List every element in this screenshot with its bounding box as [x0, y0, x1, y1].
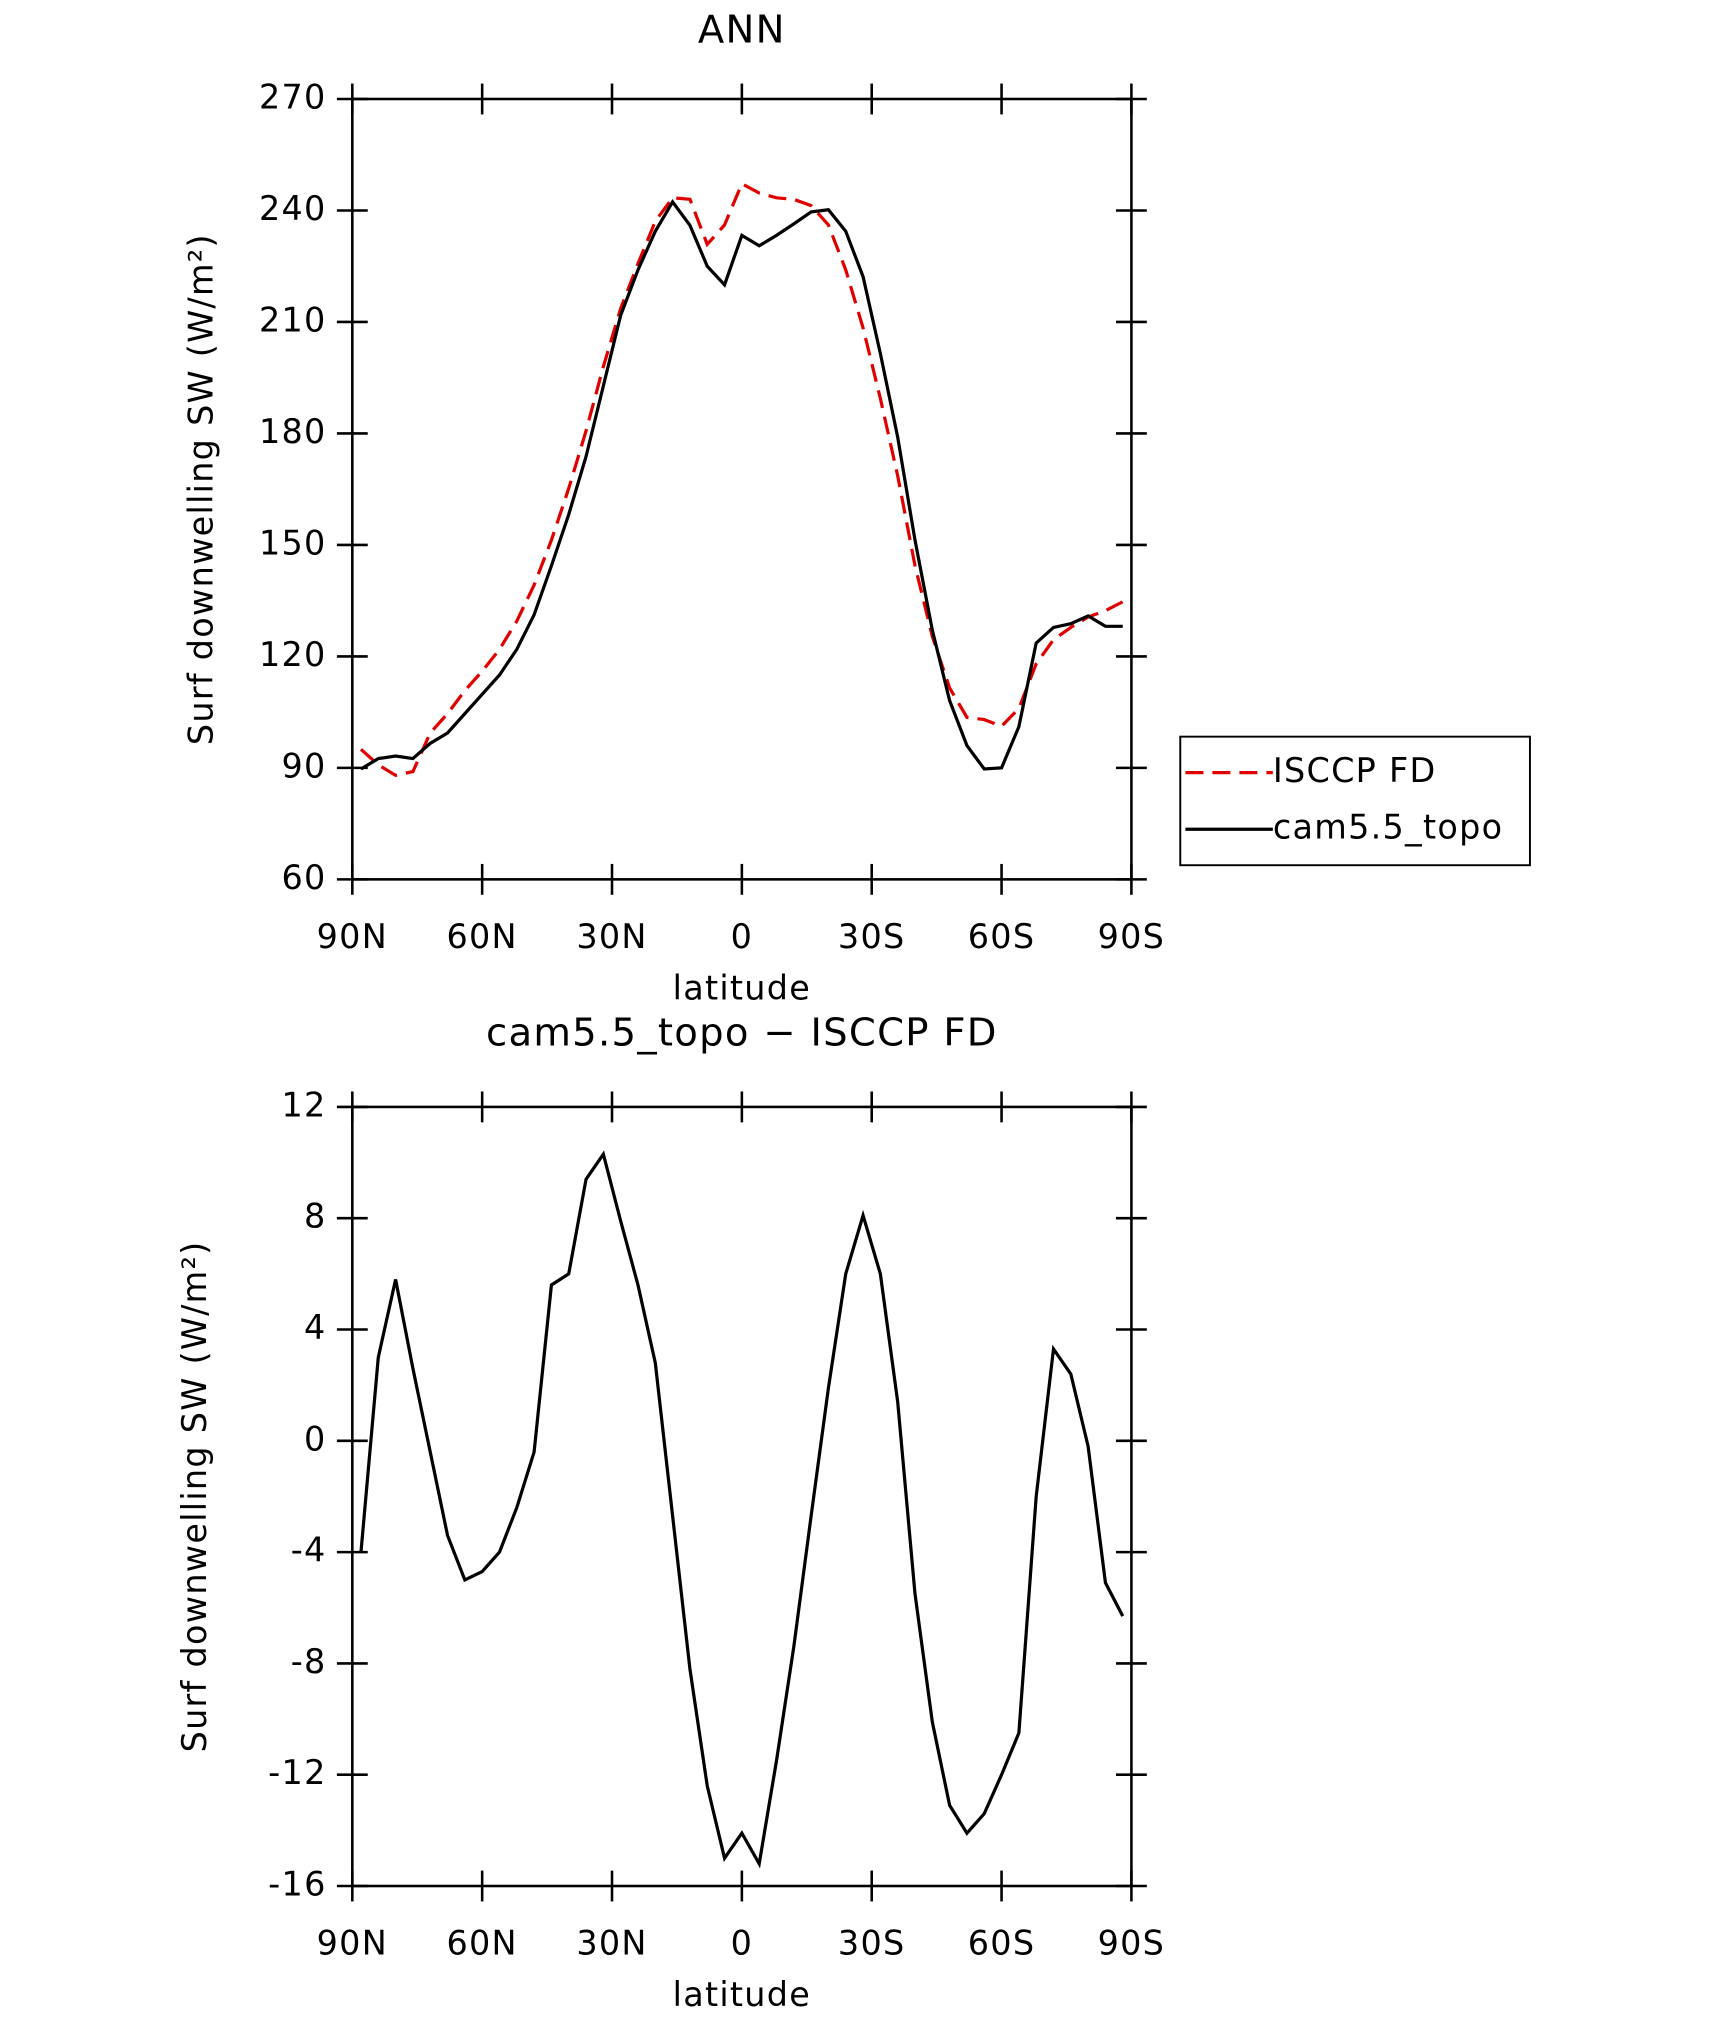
data-line: [359, 1150, 1125, 1869]
data-line: [360, 199, 1123, 771]
plot-frame: [351, 1105, 1133, 1888]
y-axis-label: Surf downwelling SW (W/m²): [175, 1241, 214, 1753]
x-tick-label: 30N: [576, 1924, 647, 1963]
y-tick-label: 120: [259, 635, 327, 674]
y-axis-label: Surf downwelling SW (W/m²): [182, 233, 221, 745]
y-tick-label: 12: [282, 1085, 327, 1124]
x-tick-label: 60S: [968, 1924, 1036, 1963]
y-tick-label: -4: [291, 1531, 327, 1570]
x-axis-label: latitude: [673, 968, 811, 1007]
legend-label: ISCCP FD: [1273, 751, 1437, 790]
chart-title: cam5.5_topo − ISCCP FD: [486, 1010, 998, 1055]
chart-title: ANN: [698, 8, 786, 53]
y-tick-label: 4: [304, 1308, 327, 1347]
y-tick-label: 210: [259, 300, 327, 339]
plot-frame: [351, 97, 1133, 881]
legend-label: cam5.5_topo: [1273, 808, 1504, 847]
data-line: [359, 181, 1124, 778]
y-tick-label: -16: [268, 1865, 326, 1904]
x-tick-label: 60N: [446, 1924, 517, 1963]
legend-box: [1179, 735, 1531, 867]
y-tick-label: 270: [259, 77, 327, 116]
y-tick-label: 150: [259, 523, 327, 562]
x-tick-label: 90S: [1098, 917, 1166, 956]
x-tick-label: 60S: [968, 917, 1036, 956]
y-tick-label: 180: [259, 412, 327, 451]
y-tick-label: 0: [304, 1419, 327, 1458]
x-tick-label: 90S: [1098, 1924, 1166, 1963]
y-tick-label: 240: [259, 189, 327, 228]
y-tick-label: 90: [282, 746, 327, 785]
x-tick-label: 90N: [317, 1924, 388, 1963]
x-tick-label: 30N: [576, 917, 647, 956]
x-tick-label: 30S: [838, 917, 906, 956]
x-tick-label: 0: [731, 1924, 754, 1963]
y-tick-label: -8: [291, 1642, 327, 1681]
x-tick-label: 30S: [838, 1924, 906, 1963]
x-tick-label: 60N: [446, 917, 517, 956]
y-tick-label: 8: [304, 1197, 327, 1236]
x-tick-label: 0: [731, 917, 754, 956]
x-axis-label: latitude: [673, 1975, 811, 2014]
y-tick-label: -12: [268, 1753, 326, 1792]
x-tick-label: 90N: [317, 917, 388, 956]
y-tick-label: 60: [282, 858, 327, 897]
